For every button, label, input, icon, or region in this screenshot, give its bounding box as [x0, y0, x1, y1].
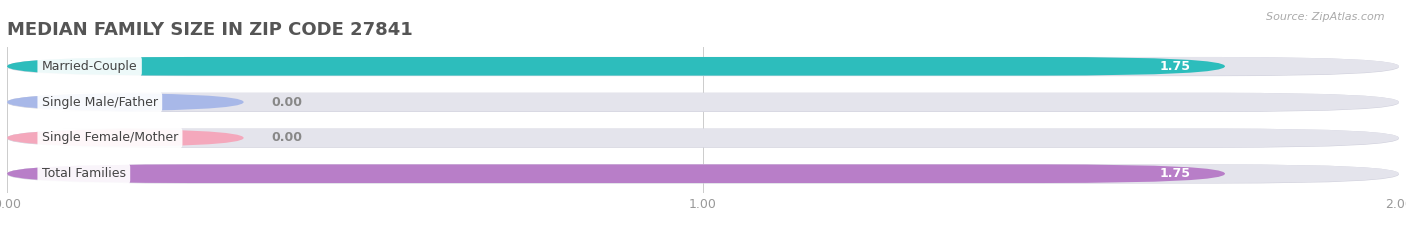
Text: 1.75: 1.75	[1159, 60, 1191, 73]
FancyBboxPatch shape	[7, 164, 1399, 183]
FancyBboxPatch shape	[7, 129, 243, 147]
FancyBboxPatch shape	[7, 57, 1399, 76]
FancyBboxPatch shape	[7, 57, 1225, 75]
Text: Married-Couple: Married-Couple	[42, 60, 138, 73]
Text: Total Families: Total Families	[42, 167, 125, 180]
Text: 1.75: 1.75	[1159, 167, 1191, 180]
FancyBboxPatch shape	[7, 164, 1225, 183]
FancyBboxPatch shape	[7, 164, 1399, 184]
FancyBboxPatch shape	[7, 129, 1399, 147]
FancyBboxPatch shape	[7, 129, 1399, 148]
Text: Single Male/Father: Single Male/Father	[42, 96, 157, 109]
Text: 0.00: 0.00	[271, 96, 302, 109]
Text: MEDIAN FAMILY SIZE IN ZIP CODE 27841: MEDIAN FAMILY SIZE IN ZIP CODE 27841	[7, 21, 413, 39]
FancyBboxPatch shape	[7, 93, 1399, 111]
Text: Source: ZipAtlas.com: Source: ZipAtlas.com	[1267, 12, 1385, 22]
Text: 0.00: 0.00	[271, 131, 302, 144]
FancyBboxPatch shape	[7, 93, 1399, 112]
FancyBboxPatch shape	[7, 93, 243, 111]
FancyBboxPatch shape	[7, 57, 1399, 75]
Text: Single Female/Mother: Single Female/Mother	[42, 131, 179, 144]
